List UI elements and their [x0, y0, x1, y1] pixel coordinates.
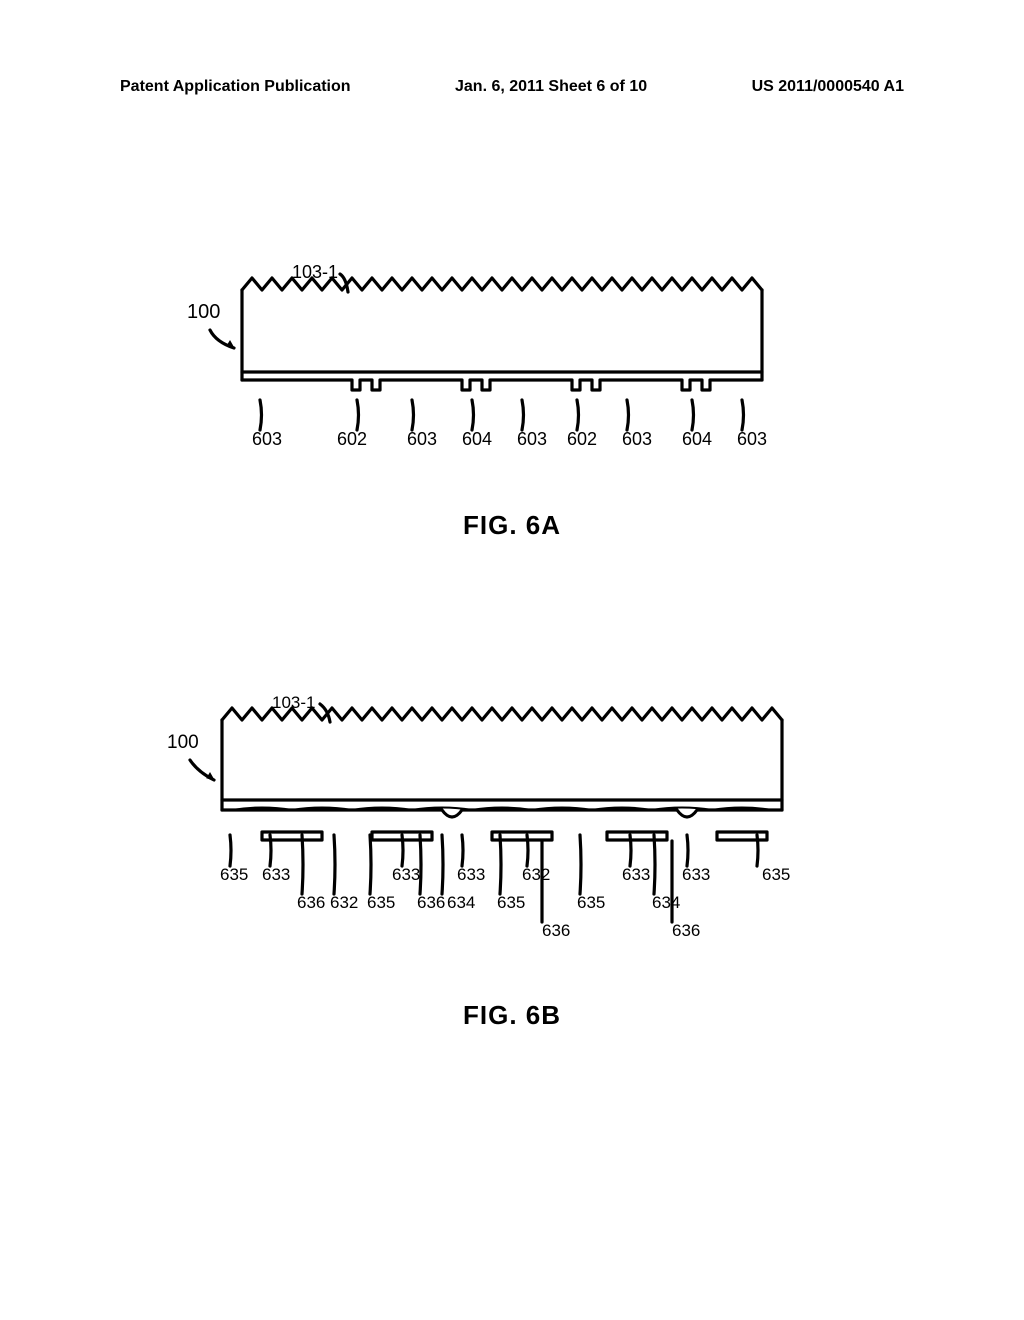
svg-text:604: 604 [462, 429, 492, 449]
figure-6a-caption: FIG. 6A [0, 510, 1024, 541]
header-center: Jan. 6, 2011 Sheet 6 of 10 [455, 78, 647, 96]
svg-text:635: 635 [497, 893, 525, 912]
svg-text:635: 635 [367, 893, 395, 912]
svg-text:636: 636 [417, 893, 445, 912]
figure-6b-caption: FIG. 6B [0, 1000, 1024, 1031]
svg-text:635: 635 [762, 865, 790, 884]
svg-text:633: 633 [622, 865, 650, 884]
figure-6b: 100 103-1 635 633 633 633 632 633 633 635 636 632 63… [0, 680, 1024, 1031]
svg-text:636: 636 [672, 921, 700, 940]
svg-text:633: 633 [682, 865, 710, 884]
svg-text:100: 100 [187, 301, 220, 323]
svg-text:636: 636 [542, 921, 570, 940]
svg-text:103-1: 103-1 [292, 262, 338, 282]
svg-text:603: 603 [517, 429, 547, 449]
svg-text:603: 603 [622, 429, 652, 449]
figure-6a-drawing: 100 103-1 603 602 603 604 603 602 603 604 603 [162, 250, 862, 510]
header-left: Patent Application Publication [120, 78, 351, 96]
svg-text:603: 603 [252, 429, 282, 449]
svg-text:100: 100 [167, 732, 199, 753]
svg-text:603: 603 [407, 429, 437, 449]
svg-text:635: 635 [577, 893, 605, 912]
page-header: Patent Application Publication Jan. 6, 2… [0, 78, 1024, 96]
svg-text:602: 602 [337, 429, 367, 449]
svg-text:632: 632 [522, 865, 550, 884]
figure-6a: 100 103-1 603 602 603 604 603 602 603 604 603 FIG.… [0, 250, 1024, 541]
svg-text:634: 634 [447, 893, 475, 912]
header-right: US 2011/0000540 A1 [752, 78, 904, 96]
svg-text:633: 633 [262, 865, 290, 884]
svg-text:103-1: 103-1 [272, 693, 315, 712]
svg-text:634: 634 [652, 893, 680, 912]
svg-text:636: 636 [297, 893, 325, 912]
figure-6b-drawing: 100 103-1 635 633 633 633 632 633 633 635 636 632 63… [142, 680, 882, 1000]
svg-text:603: 603 [737, 429, 767, 449]
svg-text:635: 635 [220, 865, 248, 884]
svg-text:632: 632 [330, 893, 358, 912]
svg-text:604: 604 [682, 429, 712, 449]
svg-text:633: 633 [392, 865, 420, 884]
svg-text:602: 602 [567, 429, 597, 449]
svg-text:633: 633 [457, 865, 485, 884]
